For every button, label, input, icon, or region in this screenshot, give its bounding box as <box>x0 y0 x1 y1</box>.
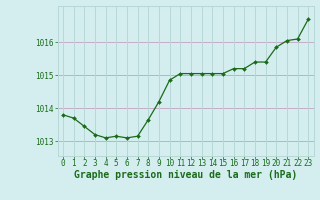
X-axis label: Graphe pression niveau de la mer (hPa): Graphe pression niveau de la mer (hPa) <box>74 170 297 180</box>
